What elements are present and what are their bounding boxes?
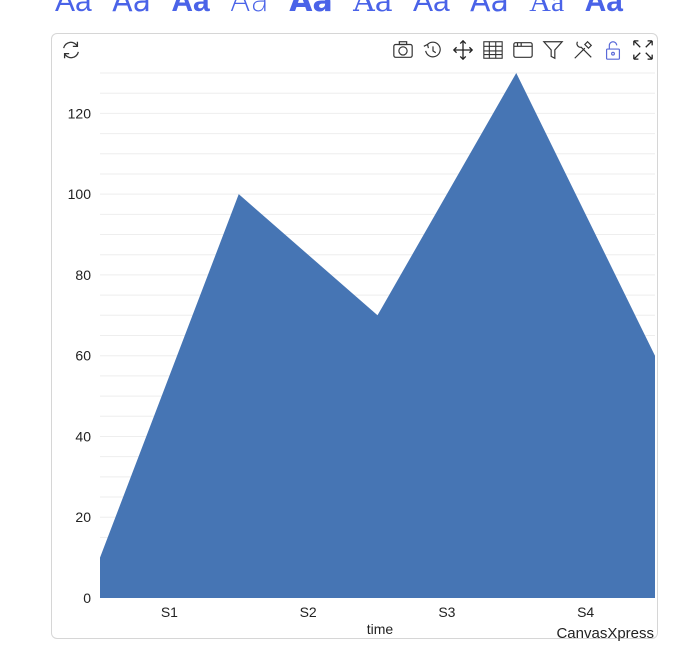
tools-button[interactable] bbox=[568, 37, 598, 63]
y-tick-label: 100 bbox=[68, 186, 92, 202]
font-sample: Aa bbox=[230, 0, 269, 19]
font-sample: Aa bbox=[112, 0, 151, 19]
refresh-icon bbox=[63, 41, 79, 59]
font-sample: Aa bbox=[353, 0, 393, 19]
unlock-icon bbox=[605, 41, 621, 60]
font-sample: Aa bbox=[584, 0, 623, 18]
font-sample: Aa bbox=[412, 0, 450, 18]
y-tick-label: 80 bbox=[75, 267, 91, 283]
data-table-button[interactable] bbox=[478, 37, 508, 63]
window-icon bbox=[513, 42, 533, 58]
fullscreen-icon bbox=[633, 40, 653, 60]
table-icon bbox=[483, 41, 503, 59]
tools-icon bbox=[574, 40, 593, 59]
font-sample: Aa bbox=[55, 0, 92, 18]
chart-toolbar bbox=[388, 37, 658, 63]
x-tick-label: S4 bbox=[577, 604, 594, 620]
window-button[interactable] bbox=[508, 37, 538, 63]
x-axis: S1 S2 S3 S4 bbox=[161, 604, 595, 620]
font-sample: Aa bbox=[470, 0, 509, 19]
area-series bbox=[100, 73, 655, 598]
refresh-button[interactable] bbox=[58, 38, 84, 62]
history-icon bbox=[423, 41, 441, 58]
filter-icon bbox=[542, 41, 564, 60]
font-sample: Aa bbox=[529, 0, 565, 18]
move-button[interactable] bbox=[448, 37, 478, 63]
move-icon bbox=[452, 39, 474, 61]
fullscreen-button[interactable] bbox=[628, 37, 658, 63]
save-image-button[interactable] bbox=[388, 37, 418, 63]
y-tick-label: 20 bbox=[75, 509, 91, 525]
y-tick-label: 60 bbox=[75, 348, 91, 364]
filter-button[interactable] bbox=[538, 37, 568, 63]
font-sample: Aa bbox=[171, 0, 210, 18]
x-tick-label: S2 bbox=[300, 604, 317, 620]
x-axis-title: time bbox=[367, 621, 394, 637]
y-tick-label: 40 bbox=[75, 428, 91, 444]
font-sample-strip: Aa Aa Aa Aa Aa Aa Aa Aa Aa Aa bbox=[0, 0, 678, 19]
y-axis: 0 20 40 60 80 100 120 bbox=[68, 105, 92, 606]
x-tick-label: S1 bbox=[161, 604, 178, 620]
unlock-button[interactable] bbox=[598, 37, 628, 63]
y-tick-label: 120 bbox=[68, 105, 92, 121]
font-sample: Aa bbox=[289, 0, 333, 19]
history-button[interactable] bbox=[418, 37, 448, 63]
watermark-label: CanvasXpress bbox=[556, 625, 654, 642]
x-tick-label: S3 bbox=[438, 604, 455, 620]
camera-icon bbox=[393, 41, 413, 58]
y-tick-label: 0 bbox=[83, 590, 91, 606]
